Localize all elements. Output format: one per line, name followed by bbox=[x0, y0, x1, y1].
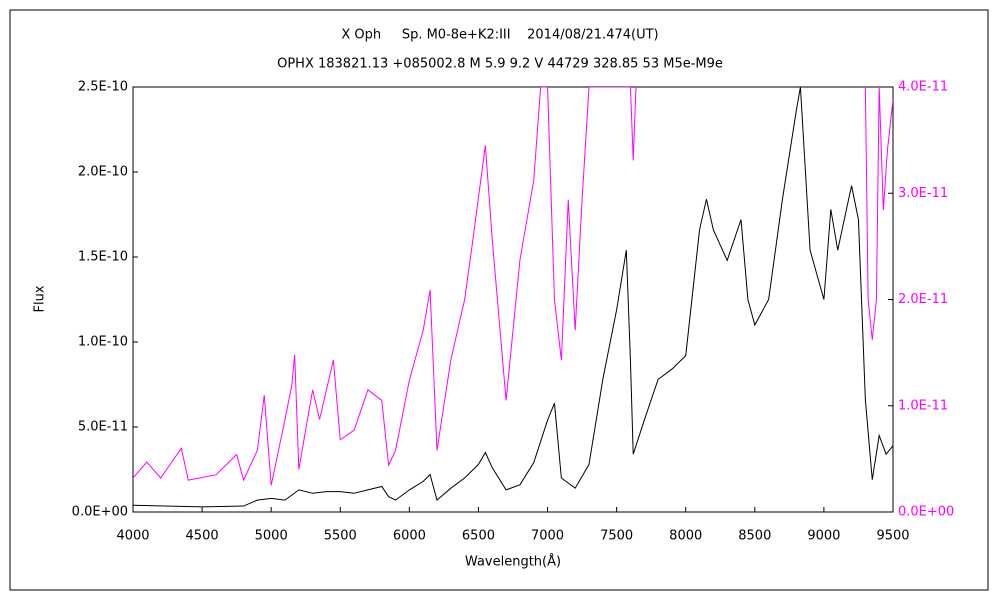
y-axis-label: Flux bbox=[33, 285, 48, 312]
x-tick-label: 6500 bbox=[462, 529, 495, 544]
x-tick-label: 4500 bbox=[186, 529, 219, 544]
spectrum-line bbox=[133, 87, 893, 508]
plot bbox=[133, 87, 893, 508]
x-axis-label: Wavelength(Å) bbox=[465, 554, 561, 570]
y-tick-label: 2.5E-10 bbox=[78, 80, 128, 95]
y-tick-label: 0.0E+00 bbox=[72, 505, 128, 520]
y-tick-label: 2.0E-10 bbox=[78, 165, 128, 180]
x-tick-label: 8500 bbox=[738, 529, 771, 544]
x-tick-label: 6000 bbox=[393, 529, 426, 544]
x-tick-label: 4000 bbox=[116, 529, 149, 544]
x-tick-label: 9500 bbox=[876, 529, 909, 544]
spectrum-line bbox=[133, 87, 893, 486]
plot-area bbox=[132, 86, 894, 513]
y2-tick-label: 1.0E-11 bbox=[898, 398, 948, 413]
x-tick-label: 5500 bbox=[324, 529, 357, 544]
frame bbox=[9, 9, 989, 591]
y2-tick-label: 4.0E-11 bbox=[898, 80, 948, 95]
x-tick-label: 7000 bbox=[531, 529, 564, 544]
x-tick-label: 9000 bbox=[807, 529, 840, 544]
chart-title: X Oph Sp. M0-8e+K2:III 2014/08/21.474(UT… bbox=[341, 28, 658, 43]
y-tick-label: 1.5E-10 bbox=[78, 250, 128, 265]
y2-tick-label: 0.0E+00 bbox=[898, 505, 954, 520]
y-tick-label: 5.0E-11 bbox=[78, 420, 128, 435]
y2-tick-label: 2.0E-11 bbox=[898, 292, 948, 307]
chart-subtitle: OPHX 183821.13 +085002.8 M 5.9 9.2 V 447… bbox=[277, 57, 723, 72]
x-tick-label: 7500 bbox=[600, 529, 633, 544]
y-tick-label: 1.0E-10 bbox=[78, 335, 128, 350]
x-tick-label: 8000 bbox=[669, 529, 702, 544]
x-tick-label: 5000 bbox=[255, 529, 288, 544]
y2-tick-label: 3.0E-11 bbox=[898, 186, 948, 201]
